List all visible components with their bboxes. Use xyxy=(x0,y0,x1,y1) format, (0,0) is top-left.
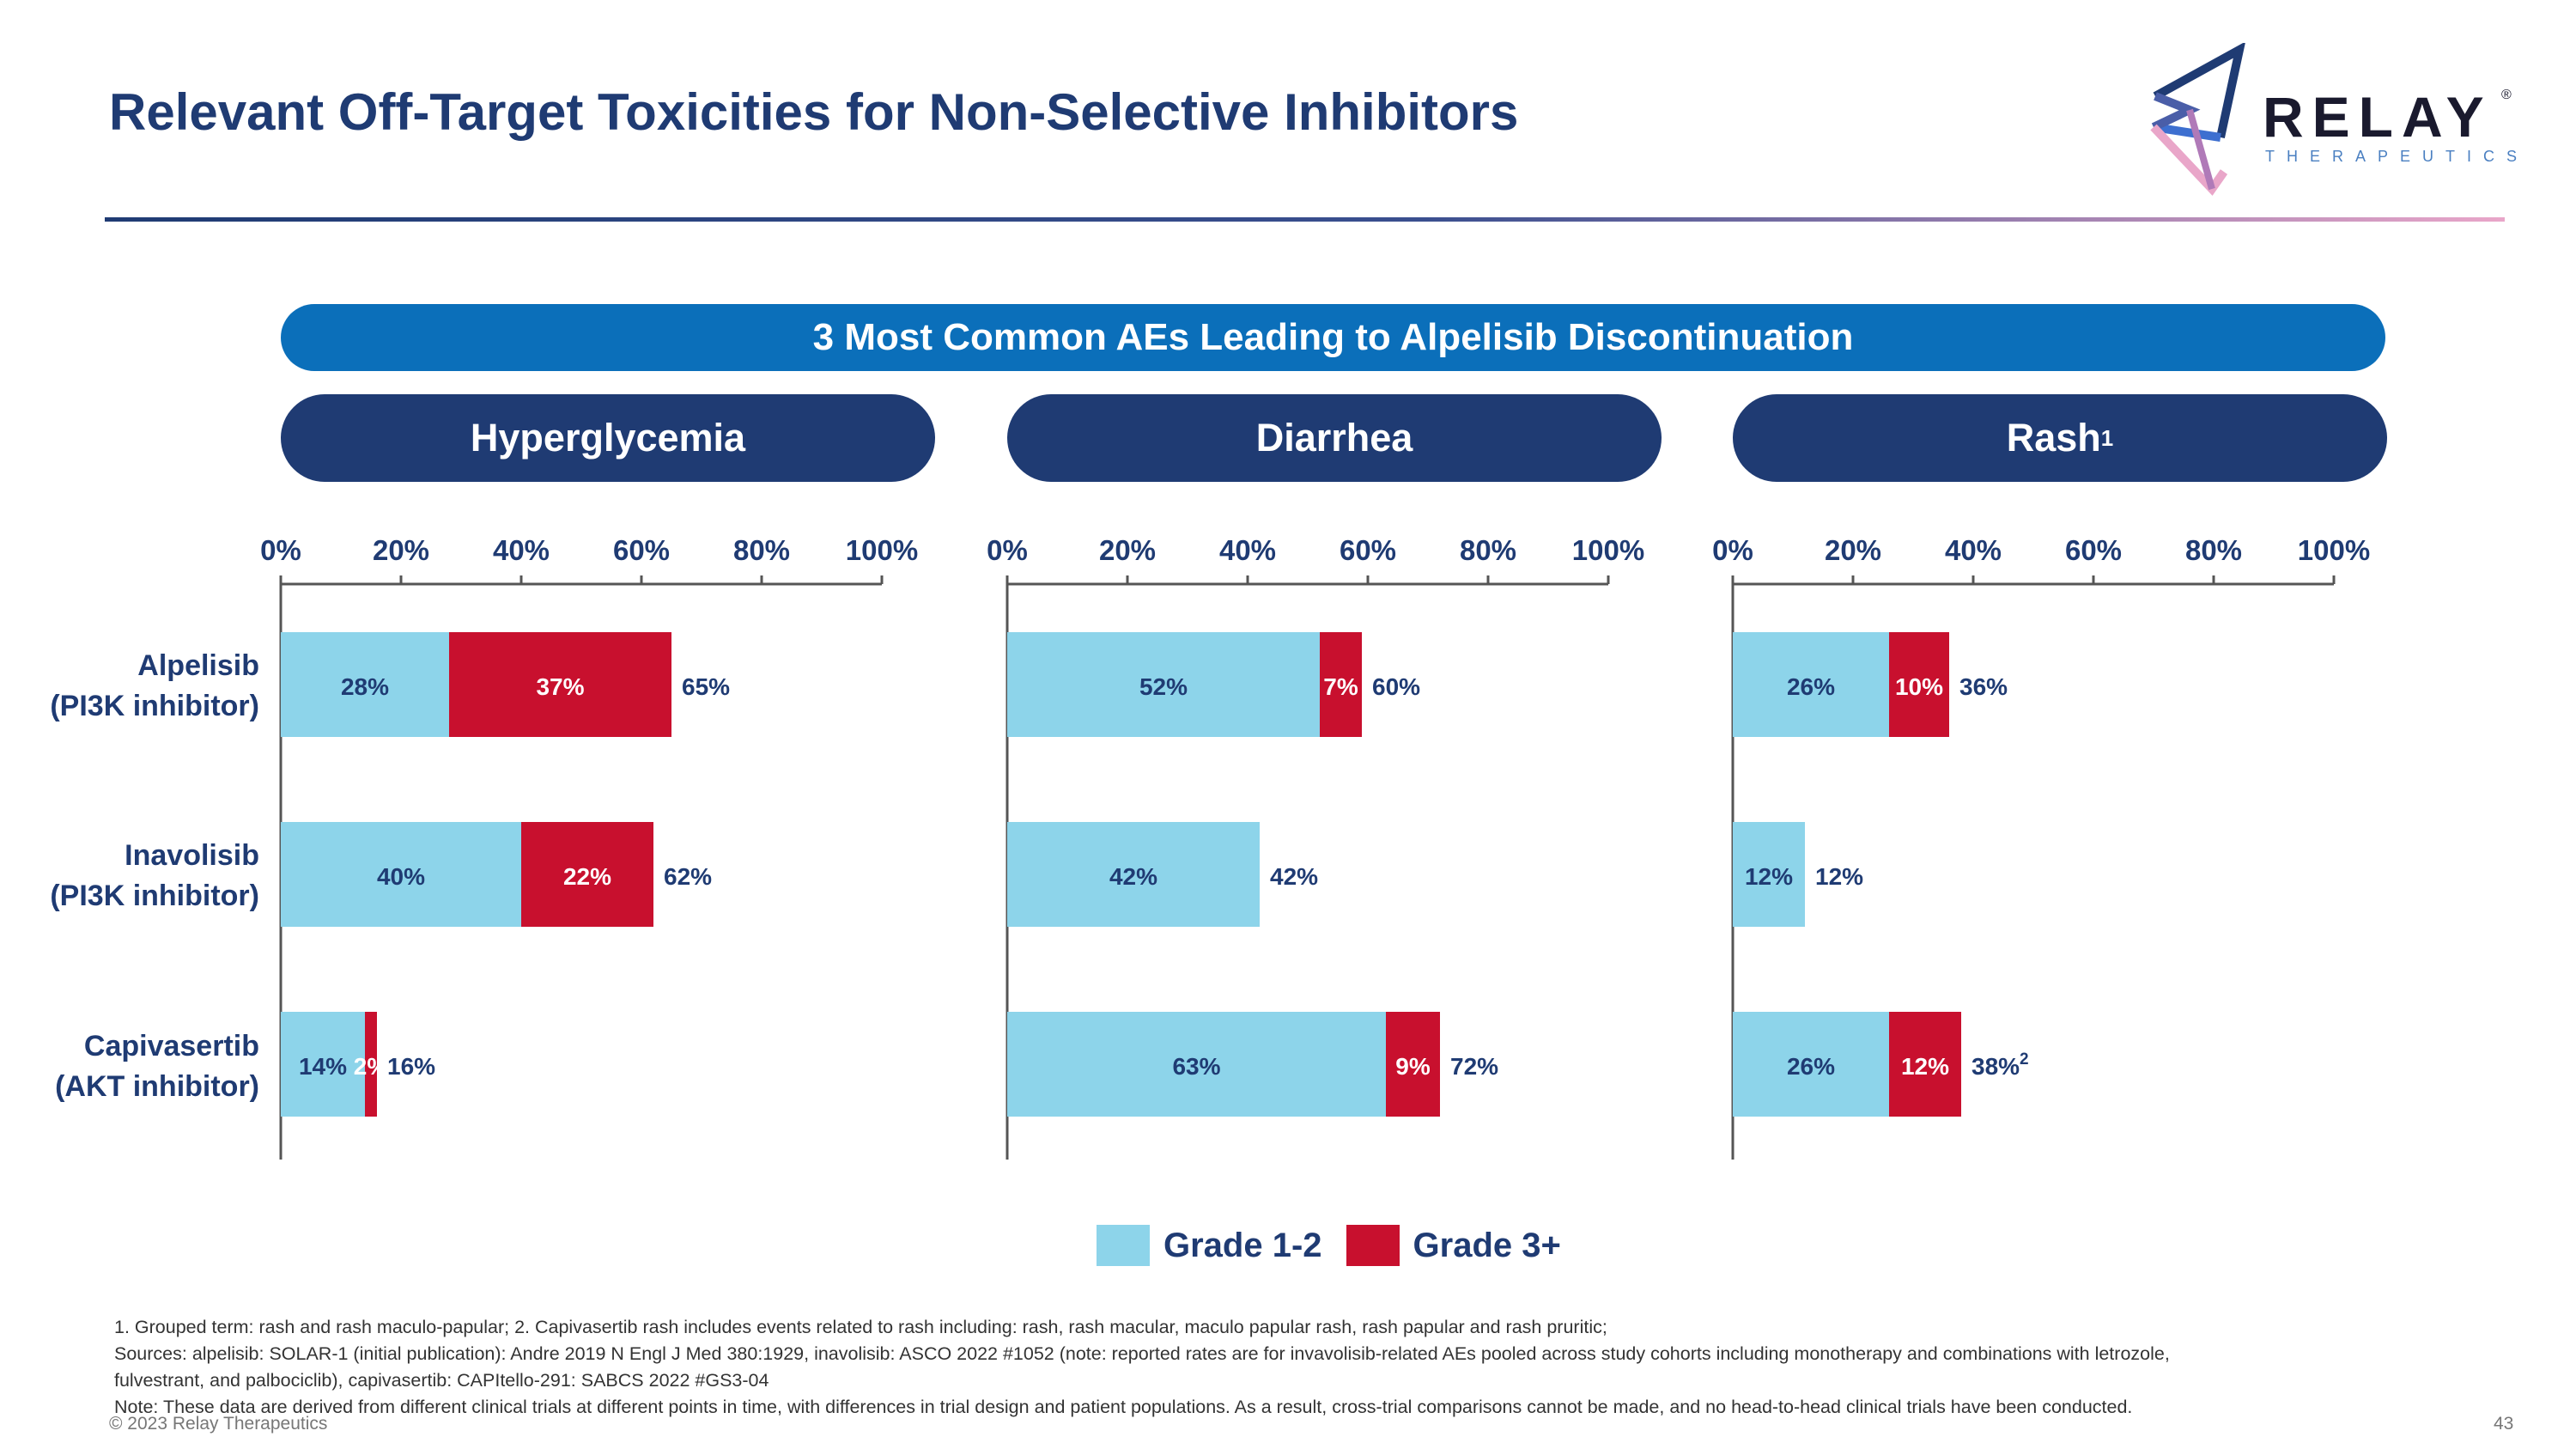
footnote-line: Note: These data are derived from differ… xyxy=(114,1397,2133,1417)
relay-logo: RELAY ® THERAPEUTICS xyxy=(2138,43,2517,198)
legend-swatch-grade12 xyxy=(1097,1225,1150,1266)
bar-total-footnote-sup: 2 xyxy=(2020,1050,2029,1068)
bar-grade3 xyxy=(1320,632,1362,737)
bar-grade3 xyxy=(521,822,653,927)
bar-grade12 xyxy=(281,822,521,927)
legend-swatch-grade3 xyxy=(1346,1225,1400,1266)
x-tick-label: 40% xyxy=(1945,534,2002,566)
bar-total-label: 65% xyxy=(682,673,730,700)
bar-label-grade3: 7% xyxy=(1323,673,1358,700)
x-tick-label: 20% xyxy=(373,534,429,566)
x-tick-label: 0% xyxy=(1712,534,1753,566)
x-tick-label: 0% xyxy=(987,534,1028,566)
bar-grade12 xyxy=(1007,822,1260,927)
bar-grade12 xyxy=(281,632,449,737)
logo-registered-mark: ® xyxy=(2501,88,2512,102)
footnote-line: 1. Grouped term: rash and rash maculo-pa… xyxy=(114,1317,1607,1337)
bar-grade3 xyxy=(365,1012,377,1117)
bar-label-grade12: 63% xyxy=(1172,1053,1220,1080)
bar-grade12 xyxy=(1733,1012,1889,1117)
bar-label-grade3: 22% xyxy=(563,863,611,890)
panel-title: Diarrhea xyxy=(1255,416,1413,460)
x-tick-label: 40% xyxy=(1219,534,1276,566)
panel-title: Hyperglycemia xyxy=(470,416,746,460)
x-tick-label: 40% xyxy=(493,534,550,566)
x-tick-label: 60% xyxy=(2065,534,2122,566)
bar-label-grade12: 28% xyxy=(341,673,389,700)
bar-label-grade12: 40% xyxy=(377,863,425,890)
x-tick-label: 20% xyxy=(1825,534,1881,566)
bar-total-label: 36% xyxy=(1959,673,2008,700)
x-tick-label: 100% xyxy=(1572,534,1644,566)
x-tick-label: 60% xyxy=(1340,534,1396,566)
bar-label-grade3: 10% xyxy=(1895,673,1943,700)
bar-grade3 xyxy=(1889,632,1949,737)
bar-label-grade3: 2% xyxy=(354,1053,389,1080)
title-divider xyxy=(105,217,2505,222)
legend-label-grade12: Grade 1-2 xyxy=(1163,1226,1322,1264)
bar-grade3 xyxy=(449,632,671,737)
bar-total-label: 72% xyxy=(1450,1053,1498,1080)
row-label-alpelisib: Alpelisib (PI3K inhibitor) xyxy=(2,646,259,727)
row-label-capivasertib: Capivasertib (AKT inhibitor) xyxy=(2,1026,259,1107)
row-label-drug: Inavolisib xyxy=(125,839,259,872)
bar-label-grade3: 9% xyxy=(1395,1053,1431,1080)
logo-wordmark: RELAY xyxy=(2263,85,2493,149)
bar-total-label: 38%2 xyxy=(1971,1050,2029,1080)
bar-grade12 xyxy=(1733,822,1805,927)
x-tick-label: 100% xyxy=(2298,534,2370,566)
bar-label-grade12: 26% xyxy=(1787,1053,1835,1080)
x-tick-label: 80% xyxy=(2185,534,2242,566)
bar-grade3 xyxy=(1889,1012,1961,1117)
x-tick-label: 60% xyxy=(613,534,670,566)
logo-subtitle: THERAPEUTICS xyxy=(2265,148,2530,165)
bar-grade12 xyxy=(1007,1012,1386,1117)
bar-label-grade12: 14% xyxy=(299,1053,347,1080)
relay-logo-icon xyxy=(2150,43,2245,196)
panel-header-diarrhea: Diarrhea xyxy=(1007,394,1662,482)
bar-total-label: 16% xyxy=(387,1053,435,1080)
row-label-class: (PI3K inhibitor) xyxy=(50,880,259,912)
copyright: © 2023 Relay Therapeutics xyxy=(109,1414,328,1434)
bar-grade3 xyxy=(1386,1012,1440,1117)
bar-label-grade12: 12% xyxy=(1745,863,1793,890)
chart-legend: Grade 1-2 Grade 3+ xyxy=(1097,1224,1585,1267)
panel-header-hyperglycemia: Hyperglycemia xyxy=(281,394,935,482)
footnotes: 1. Grouped term: rash and rash maculo-pa… xyxy=(114,1314,2501,1421)
bar-label-grade3: 37% xyxy=(536,673,584,700)
page-number: 43 xyxy=(2494,1414,2514,1434)
bar-label-grade3: 12% xyxy=(1901,1053,1949,1080)
x-tick-label: 80% xyxy=(1460,534,1516,566)
row-label-class: (PI3K inhibitor) xyxy=(50,690,259,722)
bar-total-label: 42% xyxy=(1270,863,1318,890)
panel-title: Rash xyxy=(2006,416,2101,460)
legend-label-grade3: Grade 3+ xyxy=(1413,1226,1561,1264)
x-tick-label: 80% xyxy=(733,534,790,566)
bar-label-grade12: 26% xyxy=(1787,673,1835,700)
bar-label-grade12: 52% xyxy=(1139,673,1188,700)
panel-title-sup: 1 xyxy=(2100,424,2114,451)
bar-total-label: 12% xyxy=(1815,863,1863,890)
row-label-inavolisib: Inavolisib (PI3K inhibitor) xyxy=(2,836,259,916)
x-tick-label: 20% xyxy=(1099,534,1156,566)
bar-grade12 xyxy=(1733,632,1889,737)
footnote-line: Sources: alpelisib: SOLAR-1 (initial pub… xyxy=(114,1343,2170,1364)
bar-grade12 xyxy=(281,1012,365,1117)
x-tick-label: 100% xyxy=(846,534,918,566)
toxicity-chart: 0% 20% 40% 60% 80% 100%28% 37% 65%40% 22% 62%14% 2… xyxy=(260,534,2370,1160)
row-label-drug: Alpelisib xyxy=(137,649,259,682)
bar-grade12 xyxy=(1007,632,1320,737)
bar-total-label: 62% xyxy=(664,863,712,890)
section-banner: 3 Most Common AEs Leading to Alpelisib D… xyxy=(281,304,2385,371)
slide-title: Relevant Off-Target Toxicities for Non-S… xyxy=(109,83,1519,141)
row-label-class: (AKT inhibitor) xyxy=(55,1070,259,1103)
bar-total-label: 60% xyxy=(1372,673,1420,700)
footnote-line: fulvestrant, and palbociclib), capivaser… xyxy=(114,1370,769,1391)
bar-label-grade12: 42% xyxy=(1109,863,1157,890)
row-label-drug: Capivasertib xyxy=(83,1030,259,1062)
panel-header-rash: Rash 1 xyxy=(1733,394,2387,482)
x-tick-label: 0% xyxy=(260,534,301,566)
